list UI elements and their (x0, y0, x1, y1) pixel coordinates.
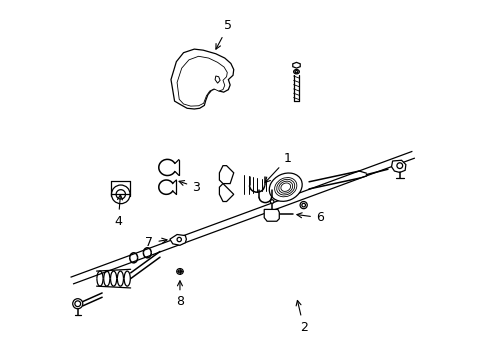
Ellipse shape (75, 301, 81, 307)
Ellipse shape (294, 71, 297, 73)
Ellipse shape (176, 269, 183, 274)
Ellipse shape (274, 177, 296, 197)
Polygon shape (219, 184, 233, 202)
Ellipse shape (300, 202, 306, 209)
Ellipse shape (270, 200, 273, 203)
Ellipse shape (293, 69, 299, 74)
Text: 2: 2 (296, 301, 307, 333)
Polygon shape (292, 62, 300, 68)
Text: 4: 4 (114, 195, 122, 228)
Text: 5: 5 (216, 19, 232, 49)
Text: 7: 7 (145, 236, 167, 249)
Ellipse shape (73, 299, 82, 309)
Ellipse shape (177, 237, 181, 242)
Polygon shape (169, 234, 186, 245)
Polygon shape (215, 76, 220, 83)
Polygon shape (171, 49, 233, 109)
Ellipse shape (280, 183, 290, 192)
Ellipse shape (278, 181, 292, 193)
Text: 3: 3 (179, 181, 200, 194)
Ellipse shape (269, 173, 302, 201)
Polygon shape (219, 166, 233, 184)
Polygon shape (391, 160, 405, 172)
Ellipse shape (396, 163, 402, 168)
Text: 1: 1 (264, 152, 291, 183)
Polygon shape (177, 56, 227, 106)
Ellipse shape (276, 179, 294, 195)
Text: 6: 6 (296, 211, 323, 224)
Ellipse shape (301, 203, 305, 207)
Ellipse shape (178, 270, 181, 273)
Polygon shape (264, 210, 279, 221)
Text: 8: 8 (176, 281, 183, 309)
